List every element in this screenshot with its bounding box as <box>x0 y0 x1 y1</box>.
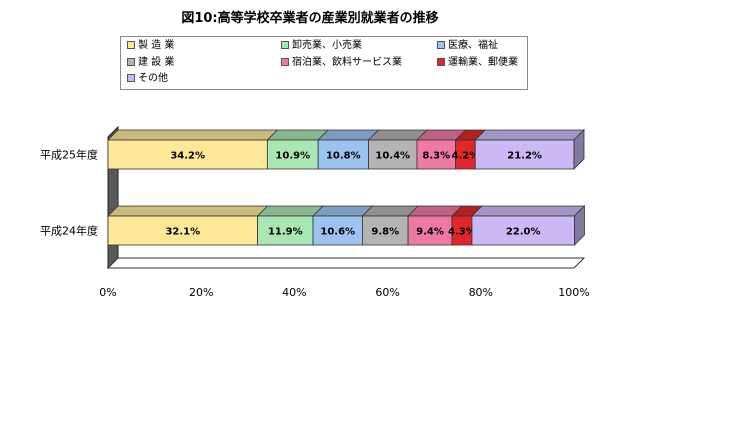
legend-label: 製 造 業 <box>138 40 175 51</box>
data-label: 4.2% <box>452 151 480 162</box>
legend-item: 医療、福祉 <box>437 40 498 52</box>
bar-end-cap <box>574 205 585 246</box>
chart-title: 図10:高等学校卒業者の産業別就業者の推移 <box>181 11 439 26</box>
legend-item: 製 造 業 <box>127 40 174 52</box>
bar-segment-top <box>107 205 269 217</box>
bar-segment-top <box>266 129 330 141</box>
bar-segment-top <box>470 205 586 217</box>
data-label: 10.9% <box>275 151 310 162</box>
legend-label: 医療、福祉 <box>448 40 498 51</box>
x-tick-label: 60% <box>375 286 399 299</box>
bar-segment <box>471 215 575 246</box>
legend-item: その他 <box>127 73 168 85</box>
bar-segment <box>312 215 363 246</box>
data-label: 4.3% <box>448 227 476 238</box>
legend-label: 運輸業、郵便業 <box>448 57 518 68</box>
legend-item: 運輸業、郵便業 <box>437 57 518 69</box>
x-tick-label: 40% <box>282 286 306 299</box>
legend-item: 建 設 業 <box>127 57 174 69</box>
x-tick-label: 0% <box>99 286 116 299</box>
category-label: 平成25年度 <box>40 148 98 162</box>
data-label: 8.3% <box>422 151 450 162</box>
data-label: 32.1% <box>165 227 200 238</box>
x-tick-label: 80% <box>469 286 493 299</box>
data-label: 9.4% <box>416 227 444 238</box>
legend-swatch <box>127 58 135 66</box>
legend-swatch <box>437 58 445 66</box>
legend-swatch <box>437 41 445 49</box>
data-label: 11.9% <box>268 227 303 238</box>
bar-segment-top <box>474 129 585 141</box>
bar-segment <box>416 139 457 170</box>
data-label: 21.2% <box>507 151 542 162</box>
category-label: 平成24年度 <box>40 224 98 238</box>
chart-legend: 製 造 業 卸売業、小売業 医療、福祉建 設 業 宿泊業、飲料サービス業 運輸業、郵便業… <box>120 36 528 90</box>
legend-swatch <box>127 74 135 82</box>
data-label: 9.8% <box>371 227 399 238</box>
chart-floor <box>106 257 586 269</box>
legend-swatch <box>281 58 289 66</box>
legend-swatch <box>127 41 135 49</box>
data-label: 22.0% <box>506 227 541 238</box>
bar-segment <box>474 139 575 170</box>
bar-segment <box>317 139 369 170</box>
bar-segment <box>362 215 409 246</box>
data-label: 34.2% <box>170 151 205 162</box>
legend-label: 建 設 業 <box>138 57 175 68</box>
x-tick-label: 100% <box>558 286 589 299</box>
data-label: 10.6% <box>320 227 355 238</box>
legend-label: 卸売業、小売業 <box>292 40 362 51</box>
bar-segment-top <box>256 205 325 217</box>
bar-segment <box>107 139 268 170</box>
x-tick-label: 20% <box>189 286 213 299</box>
legend-swatch <box>281 41 289 49</box>
legend-item: 宿泊業、飲料サービス業 <box>281 57 402 69</box>
legend-item: 卸売業、小売業 <box>281 40 362 52</box>
legend-label: その他 <box>138 73 168 84</box>
legend-label: 宿泊業、飲料サービス業 <box>292 57 402 68</box>
bar-segment-top <box>107 129 279 141</box>
bar-end-cap <box>573 129 585 170</box>
data-label: 10.8% <box>326 151 361 162</box>
data-label: 10.4% <box>375 151 410 162</box>
bar-segment <box>368 139 418 170</box>
